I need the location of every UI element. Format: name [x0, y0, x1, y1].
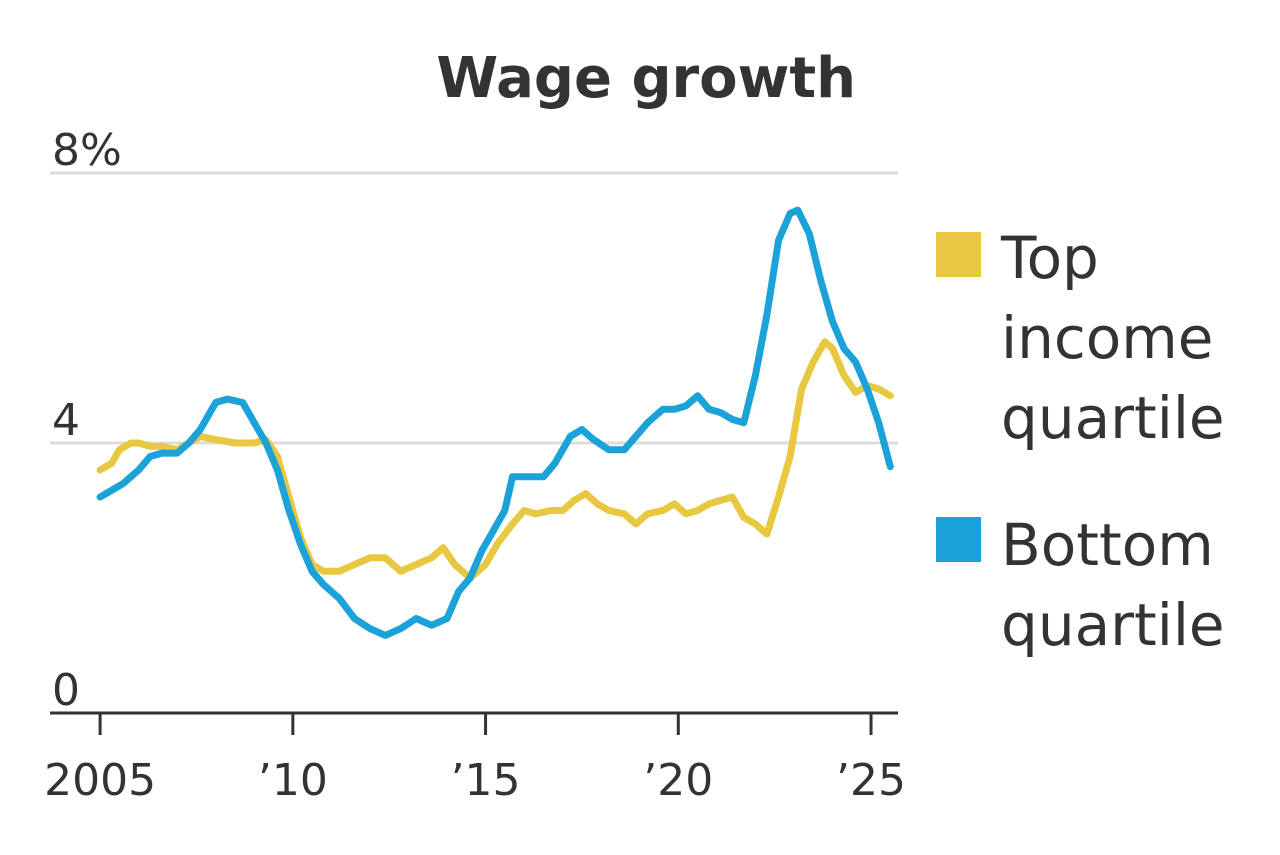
legend-label-bottom: quartile — [1001, 591, 1225, 659]
series-lines — [96, 206, 894, 639]
x-tick-label: ’10 — [258, 755, 328, 806]
legend: Top income quartile Bottom quartile — [936, 224, 1225, 659]
x-tick-label: ’15 — [451, 755, 521, 806]
legend-swatch-bottom — [936, 517, 981, 562]
legend-label-bottom: Bottom — [1001, 511, 1214, 579]
legend-label-top: Top — [1000, 224, 1099, 292]
chart-title: Wage growth — [436, 46, 856, 111]
x-tick-label: 2005 — [44, 755, 156, 806]
x-axis: 2005 ’10 ’15 ’20 ’25 — [44, 711, 906, 806]
legend-label-top: quartile — [1001, 384, 1225, 452]
x-tick-label: ’25 — [836, 755, 906, 806]
series-line-bottom-quartile — [96, 206, 894, 639]
x-tick-label: ’20 — [643, 755, 713, 806]
legend-swatch-top — [936, 232, 981, 277]
y-tick-label: 4 — [52, 395, 80, 446]
y-axis-ticks: 0 4 8% — [52, 125, 122, 716]
y-tick-label: 8% — [52, 125, 122, 176]
legend-label-top: income — [1001, 304, 1213, 372]
series-line-top-quartile — [96, 338, 894, 582]
y-tick-label: 0 — [52, 665, 80, 716]
